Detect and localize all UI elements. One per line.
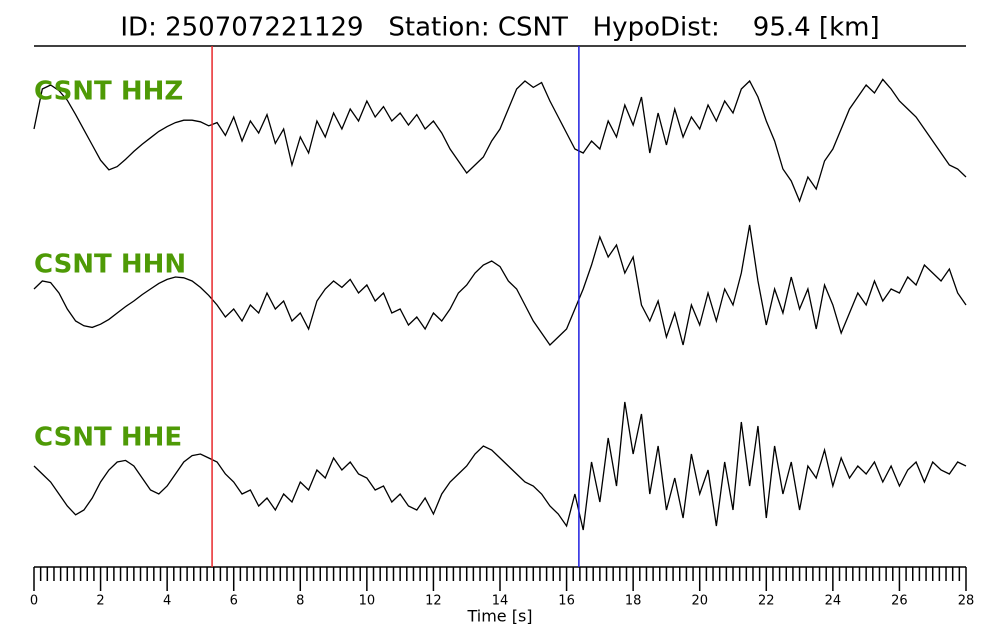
x-tick-label: 26: [891, 594, 908, 609]
waveform: [33, 224, 967, 346]
trace-label: CSNT HHE: [34, 423, 182, 453]
x-tick-label: 28: [958, 594, 975, 609]
trace-label: CSNT HHN: [34, 250, 186, 280]
x-tick-label: 18: [625, 594, 642, 609]
x-tick-label: 10: [359, 594, 376, 609]
x-tick-label: 24: [825, 594, 842, 609]
x-tick-label: 14: [492, 594, 509, 609]
x-tick-label: 4: [163, 594, 171, 609]
x-tick-label: 16: [558, 594, 575, 609]
waveform: [33, 78, 967, 203]
x-tick-label: 2: [96, 594, 104, 609]
x-tick-label: 22: [758, 594, 775, 609]
x-tick-label: 8: [296, 594, 304, 609]
x-tick-label: 0: [30, 594, 38, 609]
x-tick-label: 6: [230, 594, 238, 609]
waveform: [33, 401, 967, 531]
x-tick-label: 20: [691, 594, 708, 609]
chart-title: ID: 250707221129 Station: CSNT HypoDist:…: [120, 13, 879, 43]
x-axis-label: Time [s]: [466, 607, 532, 626]
trace-label: CSNT HHZ: [34, 77, 183, 107]
x-tick-label: 12: [425, 594, 442, 609]
